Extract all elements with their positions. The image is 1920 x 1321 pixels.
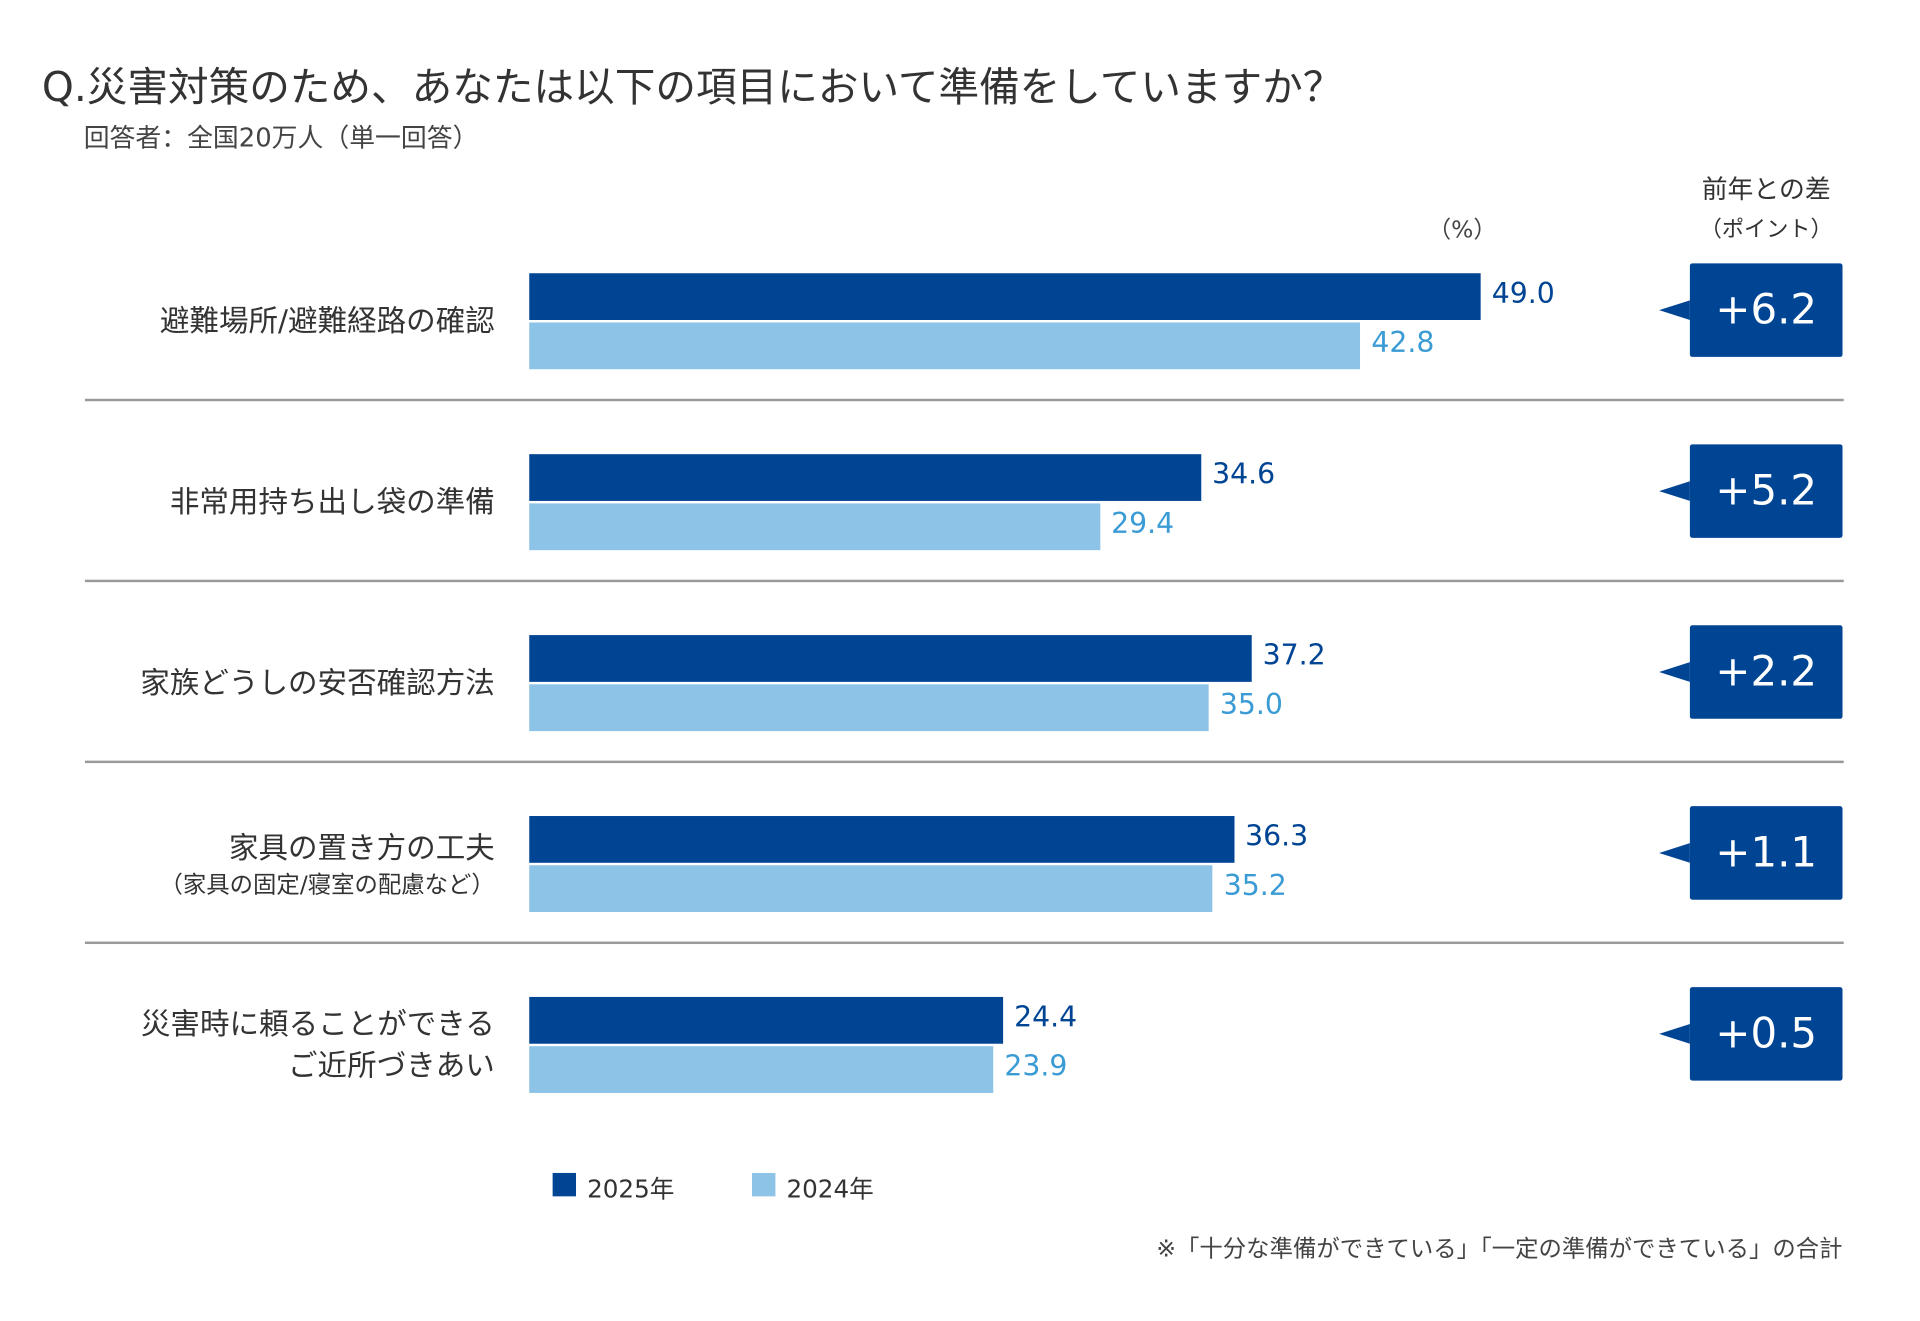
legend-label-2025: 2025年 [587, 1174, 675, 1204]
bar-2025 [529, 996, 1004, 1044]
row-divider [84, 398, 1844, 402]
difference-header-unit: （ポイント） [1699, 216, 1833, 243]
bar-2025 [529, 816, 1235, 863]
difference-badge: +5.2 [1659, 444, 1843, 538]
category-label: 避難場所/避難経路の確認 [160, 300, 495, 342]
bar-2024 [529, 322, 1361, 370]
difference-badge: +2.2 [1659, 625, 1843, 719]
bar-2025 [529, 454, 1202, 501]
value-label-2024: 35.0 [1219, 689, 1283, 722]
category-label-line: ご近所づきあい [288, 1048, 495, 1084]
value-label-2025: 24.4 [1014, 1001, 1078, 1034]
bar-2025 [529, 635, 1252, 682]
value-label-2024: 35.2 [1223, 870, 1287, 903]
category-label-line: 避難場所/避難経路の確認 [159, 304, 495, 339]
legend-swatch-2024 [752, 1172, 776, 1197]
value-label-2025: 36.3 [1245, 820, 1309, 853]
category-label: 非常用持ち出し袋の準備 [170, 481, 495, 523]
category-sublabel: （家具の固定/寝室の配慮など） [159, 871, 495, 899]
row-divider [84, 760, 1844, 764]
bar-2024 [529, 684, 1209, 732]
value-label-2025: 37.2 [1262, 640, 1326, 673]
bar-2024 [529, 865, 1213, 913]
bar-2024 [529, 1046, 994, 1093]
difference-badge: +1.1 [1659, 806, 1843, 900]
category-label: 災害時に頼ることができるご近所づきあい [141, 1003, 495, 1087]
chart-title: Q.災害対策のため、あなたは以下の項目において準備をしていますか？ [41, 62, 1344, 111]
chart-subtitle: 回答者：全国20万人（単一回答） [83, 123, 479, 153]
unit-label: （%） [1427, 216, 1497, 244]
value-label-2025: 34.6 [1212, 459, 1276, 492]
bar-2025 [529, 273, 1481, 321]
category-label: 家具の置き方の工夫 （家具の固定/寝室の配慮など） [160, 827, 495, 901]
category-label-line: 家具の置き方の工夫 [228, 830, 495, 866]
legend-label-2024: 2024年 [786, 1174, 874, 1204]
category-label: 家族どうしの安否確認方法 [140, 662, 494, 704]
footnote: ※「十分な準備ができている」「一定の準備ができている」の合計 [1156, 1235, 1843, 1263]
legend-swatch-2025 [552, 1172, 577, 1197]
value-label-2025: 49.0 [1491, 278, 1555, 311]
row-divider [84, 579, 1844, 583]
value-label-2024: 23.9 [1004, 1051, 1068, 1084]
row-divider [84, 941, 1844, 945]
category-label-line: 災害時に頼ることができる [140, 1006, 495, 1042]
category-label-line: 非常用持ち出し袋の準備 [169, 484, 495, 520]
bar-2024 [529, 503, 1101, 551]
category-label-line: 家族どうしの安否確認方法 [140, 665, 495, 701]
value-label-2024: 42.8 [1371, 327, 1435, 360]
value-label-2024: 29.4 [1111, 508, 1175, 541]
difference-badge: +0.5 [1659, 987, 1843, 1081]
difference-badge: +6.2 [1659, 263, 1843, 357]
difference-header: 前年との差 [1701, 174, 1831, 205]
